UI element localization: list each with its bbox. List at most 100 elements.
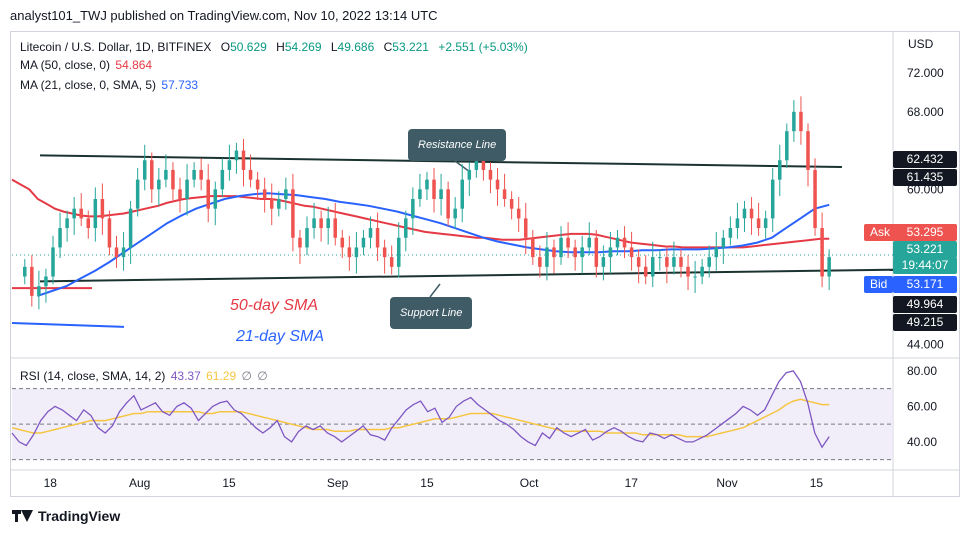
candle-body bbox=[474, 160, 479, 170]
ma21-value: 57.733 bbox=[161, 78, 199, 92]
candle-body bbox=[93, 199, 98, 229]
bid-price: 53.171 bbox=[893, 276, 957, 293]
candle-body bbox=[312, 218, 316, 229]
candle-body bbox=[418, 189, 422, 199]
candle-body bbox=[248, 169, 253, 180]
symbol-legend: Litecoin / U.S. Dollar, 1D, BITFINEX O50… bbox=[20, 40, 528, 54]
candle-body bbox=[23, 266, 27, 277]
ma21-label: MA (21, close, 0, SMA, 5) bbox=[20, 78, 157, 92]
candle-body bbox=[255, 179, 260, 190]
candle-body bbox=[347, 247, 352, 258]
time-tick-label: 17 bbox=[625, 476, 639, 490]
null-icon: ∅ bbox=[241, 369, 252, 383]
candle-body bbox=[742, 208, 747, 219]
candle-body bbox=[354, 247, 359, 258]
publish-header: analyst101_TWJ published on TradingView.… bbox=[10, 8, 438, 23]
ma21-line bbox=[37, 192, 830, 297]
time-tick-label: Nov bbox=[716, 476, 737, 490]
candle-body bbox=[502, 189, 507, 199]
candle-body bbox=[552, 247, 556, 258]
candle-body bbox=[714, 247, 719, 258]
tradingview-brand: TradingView bbox=[38, 508, 121, 524]
candle-body bbox=[213, 189, 218, 209]
rsi-ma-line bbox=[11, 398, 830, 438]
candle-body bbox=[439, 189, 443, 199]
candle-body bbox=[559, 237, 563, 258]
candle-body bbox=[615, 237, 620, 248]
rsi-legend: RSI (14, close, SMA, 14, 2) 43.37 61.29 … bbox=[20, 369, 268, 383]
tradingview-footer[interactable]: TradingView bbox=[12, 508, 120, 524]
bar-countdown: 19:44:07 bbox=[893, 257, 957, 274]
ma50-value: 54.864 bbox=[115, 58, 153, 72]
candle-body bbox=[199, 169, 203, 180]
candle-body bbox=[220, 169, 225, 190]
price-tick-label: 72.000 bbox=[907, 66, 944, 80]
candle-body bbox=[72, 208, 76, 219]
candle-body bbox=[806, 131, 810, 170]
candle-body bbox=[594, 237, 599, 267]
high-value: 54.269 bbox=[284, 40, 322, 54]
candle-body bbox=[30, 266, 34, 296]
candle-body bbox=[298, 237, 302, 248]
candle-body bbox=[157, 179, 161, 190]
candle-body bbox=[121, 247, 126, 258]
candle-body bbox=[164, 169, 168, 180]
candle-body bbox=[178, 189, 182, 199]
candle-body bbox=[326, 218, 330, 229]
candle-body bbox=[523, 218, 528, 238]
tradingview-logo-icon bbox=[12, 509, 34, 523]
candle-body bbox=[538, 257, 542, 267]
candle-body bbox=[827, 257, 831, 277]
candle-body bbox=[665, 257, 669, 267]
price-tag-61: 61.435 bbox=[893, 169, 957, 186]
candle-body bbox=[629, 247, 634, 258]
candle-body bbox=[114, 247, 119, 258]
change-value: +2.551 (+5.03%) bbox=[438, 40, 528, 54]
candle-body bbox=[446, 189, 450, 219]
time-tick-label: Aug bbox=[129, 476, 150, 490]
sma21-swatch bbox=[11, 322, 125, 328]
candle-body bbox=[185, 179, 189, 199]
candle-body bbox=[241, 150, 246, 170]
candle-body bbox=[411, 199, 415, 219]
ma21-legend: MA (21, close, 0, SMA, 5) 57.733 bbox=[20, 78, 198, 92]
candle-body bbox=[686, 266, 690, 277]
time-tick-label: Sep bbox=[327, 476, 349, 490]
rsi-tick-label: 40.00 bbox=[907, 435, 937, 449]
candle-body bbox=[206, 179, 210, 209]
support-line-callout: Support Line bbox=[390, 297, 473, 329]
rsi-ma-value: 61.29 bbox=[206, 369, 237, 383]
candle-body bbox=[799, 111, 803, 132]
candle-body bbox=[707, 257, 711, 267]
chart-frame bbox=[10, 31, 960, 497]
candle-body bbox=[86, 218, 91, 229]
candle-body bbox=[792, 111, 796, 132]
candle-body bbox=[566, 237, 570, 248]
candle-body bbox=[382, 247, 387, 258]
candle-body bbox=[580, 247, 584, 258]
candle-body bbox=[262, 189, 267, 199]
time-tick-label: 15 bbox=[810, 476, 824, 490]
candle-body bbox=[488, 169, 493, 180]
candle-body bbox=[51, 247, 55, 277]
candle-body bbox=[58, 228, 62, 248]
candle-body bbox=[693, 276, 697, 278]
rsi-tick-label: 80.00 bbox=[907, 364, 937, 378]
candle-body bbox=[763, 218, 768, 229]
low-value: 49.686 bbox=[337, 40, 375, 54]
candle-body bbox=[651, 257, 655, 277]
price-tick-label: 44.000 bbox=[907, 337, 944, 351]
rsi-label: RSI (14, close, SMA, 14, 2) bbox=[20, 369, 166, 383]
candle-body bbox=[284, 189, 288, 199]
candle-body bbox=[700, 266, 704, 277]
candle-body bbox=[396, 237, 401, 267]
candle-body bbox=[608, 247, 613, 258]
support-pointer bbox=[429, 283, 441, 298]
ask-label: Ask bbox=[864, 224, 897, 241]
candle-body bbox=[368, 228, 373, 238]
candle-body bbox=[142, 160, 147, 180]
candle-body bbox=[361, 237, 366, 248]
price-tag-49-2: 49.215 bbox=[893, 314, 957, 331]
candle-body bbox=[340, 237, 345, 248]
